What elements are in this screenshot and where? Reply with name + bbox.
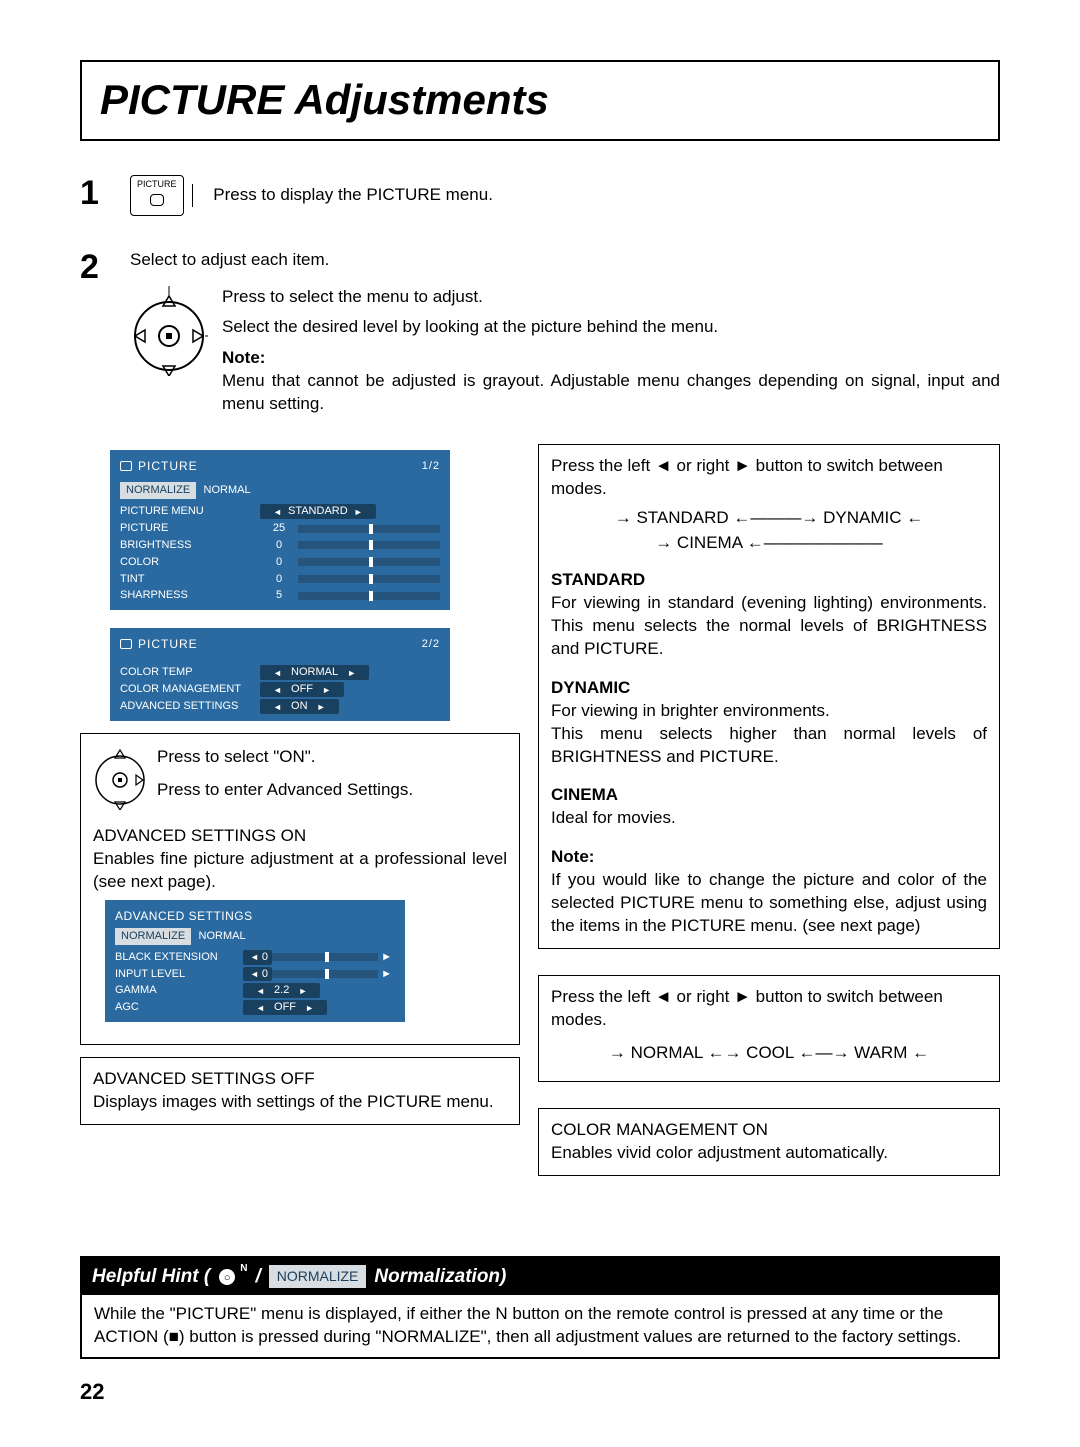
step-1-text: Press to display the PICTURE menu.	[192, 184, 493, 207]
step-2-number: 2	[80, 245, 130, 291]
n-sup: N	[240, 1262, 247, 1276]
color-temp-box: Press the left ◄ or right ► button to sw…	[538, 975, 1000, 1082]
n-button-icon: ○	[218, 1268, 236, 1286]
mode-line-2: → CINEMA ←———————	[551, 532, 987, 555]
osd-row: AGC◄ OFF ►	[111, 999, 399, 1016]
step-2-note-text: Menu that cannot be adjusted is grayout.…	[222, 370, 1000, 416]
osd3-normal: NORMAL	[199, 930, 246, 942]
step-2-body: Select to adjust each item. Press to sel…	[130, 245, 1000, 417]
osd-row: COLOR0	[116, 554, 444, 571]
left-column: PICTURE 1/2 NORMALIZE NORMAL PICTURE MEN…	[80, 444, 520, 1176]
osd-row: GAMMA◄ 2.2 ►	[111, 982, 399, 999]
dynamic-body1: For viewing in brighter environments.	[551, 700, 987, 723]
osd-icon	[120, 461, 132, 471]
hint-suffix: Normalization)	[374, 1264, 506, 1290]
osd1-title: PICTURE	[138, 458, 198, 474]
osd-advanced: ADVANCED SETTINGS NORMALIZE NORMAL BLACK…	[105, 900, 405, 1022]
dynamic-title: DYNAMIC	[551, 678, 630, 697]
step-2-line2: Select the desired level by looking at t…	[222, 316, 1000, 339]
picture-mode-box: Press the left ◄ or right ► button to sw…	[538, 444, 1000, 949]
joystick-small-icon	[93, 744, 147, 817]
osd-picture-2: PICTURE 2/2 COLOR TEMP◄ NORMAL ►COLOR MA…	[110, 628, 450, 721]
adv-on-title: ADVANCED SETTINGS ON	[93, 825, 507, 848]
colortemp-mode-line: → NORMAL ←→ COOL ←—→ WARM ←	[551, 1042, 987, 1065]
picture-button-label: PICTURE	[137, 178, 177, 190]
cinema-body: Ideal for movies.	[551, 807, 987, 830]
advanced-settings-box: Press to select "ON". Press to enter Adv…	[80, 733, 520, 1045]
step-2: 2 Select to adjust each item. Press to s…	[80, 245, 1000, 417]
osd-row: BLACK EXTENSION◄ 0 ►	[111, 949, 399, 966]
adv-enter: Press to enter Advanced Settings.	[93, 779, 507, 802]
page-number: 22	[80, 1377, 1000, 1407]
osd-row: COLOR MANAGEMENT◄ OFF ►	[116, 681, 444, 698]
dynamic-body2: This menu selects higher than normal lev…	[551, 723, 987, 769]
osd-row: BRIGHTNESS0	[116, 537, 444, 554]
page-title: PICTURE Adjustments	[100, 72, 980, 129]
colormgmt-title: COLOR MANAGEMENT ON	[551, 1119, 987, 1142]
adv-off-title: ADVANCED SETTINGS OFF	[93, 1068, 507, 1091]
osd-row: PICTURE MENU◄ STANDARD ►	[116, 503, 444, 520]
osd3-title: ADVANCED SETTINGS	[115, 908, 253, 924]
helpful-hint-box: Helpful Hint ( ○ N / NORMALIZE Normalizat…	[80, 1256, 1000, 1360]
step-1-number: 1	[80, 171, 130, 217]
step-1: 1 PICTURE Press to display the PICTURE m…	[80, 171, 1000, 217]
osd-row: COLOR TEMP◄ NORMAL ►	[116, 664, 444, 681]
hint-slash: /	[255, 1264, 260, 1290]
step-2-intro: Select to adjust each item.	[130, 249, 1000, 272]
osd-icon	[120, 639, 132, 649]
standard-body: For viewing in standard (evening lightin…	[551, 592, 987, 661]
osd1-normal: NORMAL	[204, 484, 251, 496]
colormgmt-body: Enables vivid color adjustment automatic…	[551, 1142, 987, 1165]
button-shape-icon	[150, 194, 164, 206]
adv-on-body: Enables fine picture adjustment at a pro…	[93, 848, 507, 894]
osd3-normalize: NORMALIZE	[115, 928, 191, 945]
picture-remote-button: PICTURE	[130, 175, 184, 216]
osd-row: PICTURE25	[116, 520, 444, 537]
step-1-body: PICTURE Press to display the PICTURE men…	[130, 171, 1000, 216]
right-note-label: Note:	[551, 847, 594, 866]
joystick-icon	[130, 286, 208, 376]
right-note-body: If you would like to change the picture …	[551, 869, 987, 938]
standard-title: STANDARD	[551, 570, 645, 589]
page-title-box: PICTURE Adjustments	[80, 60, 1000, 141]
osd-row: INPUT LEVEL◄ 0 ►	[111, 966, 399, 983]
osd-row: SHARPNESS5	[116, 587, 444, 604]
osd1-page: 1/2	[422, 459, 440, 474]
main-columns: PICTURE 1/2 NORMALIZE NORMAL PICTURE MEN…	[80, 444, 1000, 1176]
osd-row: ADVANCED SETTINGS◄ ON ►	[116, 698, 444, 715]
osd-row: TINT0	[116, 571, 444, 588]
step-2-note-label: Note:	[222, 348, 265, 367]
colortemp-switch-text: Press the left ◄ or right ► button to sw…	[551, 986, 987, 1032]
right-column: Press the left ◄ or right ► button to sw…	[538, 444, 1000, 1176]
hint-body: While the "PICTURE" menu is displayed, i…	[82, 1295, 998, 1357]
mode-line-1: → STANDARD ←———→ DYNAMIC ←	[551, 507, 987, 530]
step-2-line1: Press to select the menu to adjust.	[222, 286, 1000, 309]
hint-header: Helpful Hint ( ○ N / NORMALIZE Normalizat…	[82, 1258, 998, 1296]
adv-select-on: Press to select "ON".	[93, 744, 507, 769]
osd2-title: PICTURE	[138, 636, 198, 652]
advanced-off-box: ADVANCED SETTINGS OFF Displays images wi…	[80, 1057, 520, 1125]
hint-prefix: Helpful Hint (	[92, 1264, 210, 1290]
cinema-title: CINEMA	[551, 785, 618, 804]
osd-picture-1: PICTURE 1/2 NORMALIZE NORMAL PICTURE MEN…	[110, 450, 450, 610]
normalize-pill: NORMALIZE	[269, 1265, 367, 1288]
osd1-normalize: NORMALIZE	[120, 482, 196, 499]
adv-off-body: Displays images with settings of the PIC…	[93, 1091, 507, 1114]
mode-switch-text: Press the left ◄ or right ► button to sw…	[551, 455, 987, 501]
color-management-box: COLOR MANAGEMENT ON Enables vivid color …	[538, 1108, 1000, 1176]
osd2-page: 2/2	[422, 637, 440, 652]
